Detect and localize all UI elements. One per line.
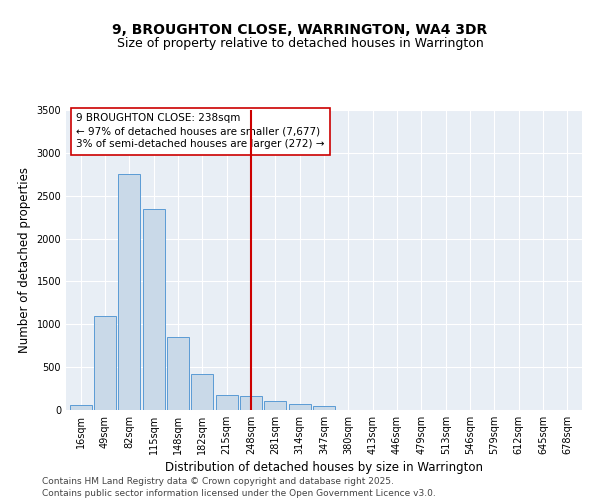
Bar (118, 174, 140, 410)
Bar (215, 396, 238, 410)
Text: 9 BROUGHTON CLOSE: 238sqm
← 97% of detached houses are smaller (7,677)
3% of sem: 9 BROUGHTON CLOSE: 238sqm ← 97% of detac… (76, 113, 325, 150)
Bar (240, 396, 262, 410)
Text: Size of property relative to detached houses in Warrington: Size of property relative to detached ho… (116, 38, 484, 51)
Text: 9, BROUGHTON CLOSE, WARRINGTON, WA4 3DR: 9, BROUGHTON CLOSE, WARRINGTON, WA4 3DR (112, 22, 488, 36)
Bar (94, 316, 116, 410)
Bar (70, 405, 92, 410)
Bar (167, 337, 189, 410)
Text: Contains HM Land Registry data © Crown copyright and database right 2025.
Contai: Contains HM Land Registry data © Crown c… (42, 476, 436, 498)
Bar (289, 404, 311, 410)
Bar (265, 402, 286, 410)
X-axis label: Distribution of detached houses by size in Warrington: Distribution of detached houses by size … (165, 461, 483, 474)
Bar (313, 406, 335, 410)
Bar (191, 374, 213, 410)
Bar (143, 208, 164, 410)
Y-axis label: Number of detached properties: Number of detached properties (18, 167, 31, 353)
